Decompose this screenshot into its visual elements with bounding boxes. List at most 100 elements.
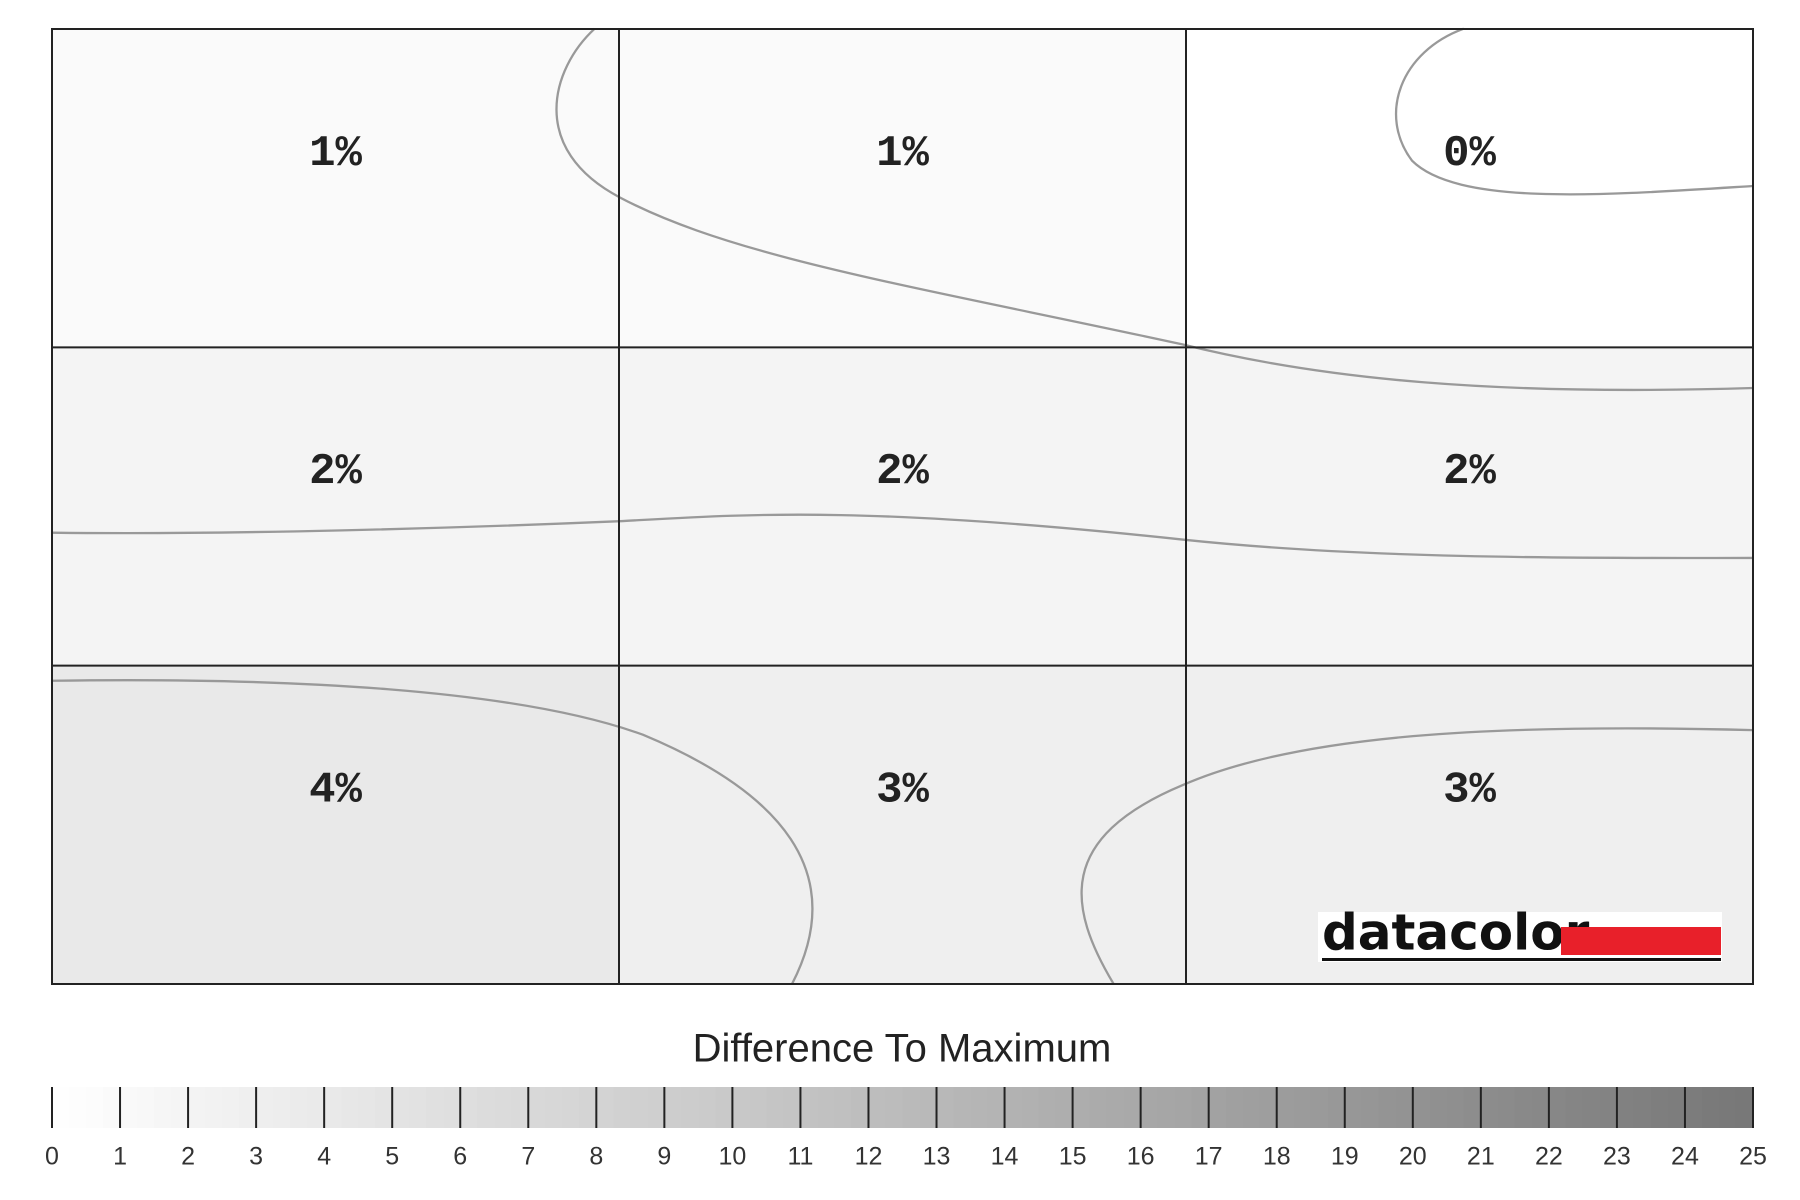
colorbar-segment	[1021, 1087, 1040, 1128]
colorbar-segment	[749, 1087, 767, 1128]
colorbar-segment	[545, 1087, 563, 1128]
colorbar-segment	[1429, 1087, 1448, 1128]
colorbar-segment	[256, 1087, 274, 1128]
colorbar-title: Difference To Maximum	[693, 1027, 1112, 1071]
colorbar-segment	[1242, 1087, 1261, 1128]
colorbar-tick-label: 9	[657, 1143, 671, 1171]
colorbar-segment	[1616, 1087, 1635, 1128]
colorbar-segment	[987, 1087, 1006, 1128]
colorbar-segment	[52, 1087, 70, 1128]
colorbar-segment	[885, 1087, 903, 1128]
contour-line	[1395, 27, 1754, 196]
colorbar-segment	[800, 1087, 818, 1128]
colorbar-segment	[1718, 1087, 1737, 1128]
colorbar-segment	[1463, 1087, 1482, 1128]
colorbar-segment	[358, 1087, 376, 1128]
logo-group: datacolor	[1318, 904, 1722, 962]
colorbar-segment	[171, 1087, 189, 1128]
heatmap-cell	[1186, 29, 1753, 348]
colorbar-segment	[409, 1087, 427, 1128]
heatmap-cell	[619, 29, 1186, 348]
colorbar-segment	[494, 1087, 512, 1128]
cell-label: 1%	[876, 129, 929, 179]
cell-label: 3%	[1443, 765, 1496, 815]
colorbar-segment	[1446, 1087, 1465, 1128]
heatmap-cell	[52, 347, 619, 666]
colorbar-segment	[103, 1087, 121, 1128]
colorbar-segment	[902, 1087, 921, 1128]
cell-label: 2%	[1443, 447, 1496, 497]
cell-label: 2%	[876, 447, 929, 497]
colorbar-segment	[528, 1087, 546, 1128]
heatmap-cell	[619, 347, 1186, 666]
contour-line	[1080, 727, 1754, 985]
colorbar-segment	[1123, 1087, 1142, 1128]
colorbar-tick-label: 1	[113, 1143, 127, 1171]
cell-label: 2%	[309, 447, 362, 497]
colorbar-segment	[868, 1087, 886, 1128]
colorbar-segment	[1140, 1087, 1159, 1128]
colorbar-tick-label: 13	[923, 1143, 951, 1171]
colorbar-tick-label: 10	[718, 1143, 746, 1171]
colorbar-segment	[1038, 1087, 1057, 1128]
colorbar-segment	[1276, 1087, 1295, 1128]
colorbar-segment	[511, 1087, 529, 1128]
colorbar-segment	[1259, 1087, 1278, 1128]
colorbar-segment	[86, 1087, 104, 1128]
colorbar-segment	[1174, 1087, 1193, 1128]
colorbar-segment	[817, 1087, 835, 1128]
colorbar-tick-label: 16	[1127, 1143, 1155, 1171]
colorbar-segment	[1004, 1087, 1023, 1128]
colorbar-tick-label: 17	[1195, 1143, 1223, 1171]
colorbar-tick-label: 8	[589, 1143, 603, 1171]
colorbar-segment	[783, 1087, 801, 1128]
colorbar-segment	[392, 1087, 410, 1128]
colorbar-segment	[1395, 1087, 1414, 1128]
colorbar-tick-label: 20	[1399, 1143, 1427, 1171]
colorbar-segment	[324, 1087, 342, 1128]
colorbar-segment	[1701, 1087, 1720, 1128]
colorbar-segment	[953, 1087, 972, 1128]
colorbar-segment	[1599, 1087, 1618, 1128]
colorbar-segment	[1684, 1087, 1703, 1128]
colorbar-segment	[1378, 1087, 1397, 1128]
colorbar-segment	[1412, 1087, 1431, 1128]
colorbar-segment	[715, 1087, 733, 1128]
colorbar-segment	[1344, 1087, 1363, 1128]
colorbar-segment	[239, 1087, 257, 1128]
colorbar-tick-label: 7	[521, 1143, 535, 1171]
colorbar-segment	[664, 1087, 682, 1128]
colorbar-segment	[120, 1087, 138, 1128]
colorbar-segment	[1480, 1087, 1499, 1128]
colorbar-segment	[222, 1087, 240, 1128]
colorbar-tick-label: 15	[1059, 1143, 1087, 1171]
colorbar-segment	[188, 1087, 206, 1128]
colorbar-segment	[154, 1087, 172, 1128]
heatmap-cell	[619, 665, 1186, 984]
colorbar-segment	[273, 1087, 291, 1128]
colorbar-tick-label: 14	[991, 1143, 1019, 1171]
logo-bar	[1561, 927, 1721, 955]
colorbar-segment	[1582, 1087, 1601, 1128]
heatmap-cell	[52, 29, 619, 348]
colorbar-segment	[919, 1087, 938, 1128]
contour-line	[51, 513, 1753, 560]
colorbar-segment	[732, 1087, 750, 1128]
colorbar-segment	[426, 1087, 444, 1128]
colorbar-tick-label: 22	[1535, 1143, 1563, 1171]
colorbar-segment	[443, 1087, 461, 1128]
colorbar-segment	[1055, 1087, 1074, 1128]
colorbar-segment	[1633, 1087, 1652, 1128]
colorbar-segment	[851, 1087, 869, 1128]
cell-label: 1%	[309, 129, 362, 179]
heatmap-cell	[1186, 347, 1753, 666]
colorbar-segment	[460, 1087, 478, 1128]
colorbar-segment	[69, 1087, 87, 1128]
colorbar-segment	[137, 1087, 155, 1128]
colorbar-tick-label: 4	[317, 1143, 331, 1171]
colorbar-segment	[307, 1087, 325, 1128]
colorbar-segment	[1157, 1087, 1176, 1128]
colorbar-segment	[1106, 1087, 1125, 1128]
colorbar-segment	[205, 1087, 223, 1128]
